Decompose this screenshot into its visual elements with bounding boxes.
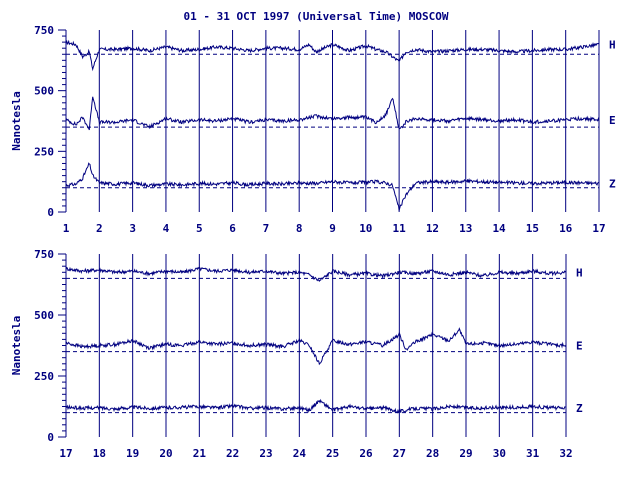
y-tick-label: 0 [47, 431, 54, 444]
x-tick-label: 19 [126, 447, 139, 460]
series-label-e: E [576, 340, 583, 353]
y-tick-label: 500 [34, 85, 54, 98]
x-tick-label: 6 [229, 222, 236, 235]
x-tick-label: 16 [559, 222, 573, 235]
x-tick-label: 18 [93, 447, 106, 460]
chart-title: 01 - 31 OCT 1997 (Universal Time) MOSCOW [184, 10, 449, 23]
x-tick-label: 17 [59, 447, 72, 460]
series-line-z [65, 162, 600, 211]
series-label-z: Z [576, 402, 583, 415]
x-tick-label: 24 [293, 447, 307, 460]
x-tick-label: 20 [159, 447, 172, 460]
series-label-h: H [609, 39, 616, 52]
x-tick-label: 15 [526, 222, 539, 235]
y-tick-label: 250 [34, 370, 54, 383]
y-axis-title: Nanotesla [10, 91, 23, 151]
x-tick-label: 2 [96, 222, 103, 235]
x-tick-label: 3 [129, 222, 136, 235]
x-tick-label: 13 [459, 222, 472, 235]
x-tick-label: 1 [63, 222, 70, 235]
series-line-h [65, 39, 600, 72]
x-tick-label: 17 [592, 222, 605, 235]
x-tick-label: 12 [426, 222, 439, 235]
panel-bottom: 17 18 19 20 21 22 23 24 25 26 27 28 29 30 31 32 0 250 500 7… [10, 248, 583, 460]
y-tick-label: 0 [47, 206, 54, 219]
x-tick-label: 8 [296, 222, 303, 235]
y-tick-label: 750 [34, 248, 54, 261]
x-tick-label: 32 [559, 447, 572, 460]
x-tick-label: 31 [526, 447, 540, 460]
y-tick-label: 500 [34, 309, 54, 322]
x-tick-label: 11 [393, 222, 407, 235]
x-tick-label: 10 [359, 222, 372, 235]
x-tick-label: 26 [359, 447, 373, 460]
series-label-e: E [609, 114, 616, 127]
y-tick-label: 750 [34, 24, 54, 37]
x-tick-label: 4 [163, 222, 170, 235]
x-tick-label: 23 [259, 447, 272, 460]
y-tick-label: 250 [34, 145, 54, 158]
x-tick-label: 9 [329, 222, 336, 235]
y-axis-title: Nanotesla [10, 316, 23, 376]
series-line-z [65, 398, 567, 414]
x-tick-label: 5 [196, 222, 203, 235]
x-tick-label: 28 [426, 447, 439, 460]
x-tick-label: 25 [326, 447, 339, 460]
x-tick-label: 7 [263, 222, 270, 235]
series-label-z: Z [609, 177, 616, 190]
panel-top: 1 2 3 4 5 6 7 8 9 10 11 12 13 14 15 16 170250500750Nanot… [10, 24, 616, 235]
x-tick-label: 29 [459, 447, 472, 460]
x-tick-label: 22 [226, 447, 239, 460]
series-line-h [65, 266, 567, 282]
series-line-e [65, 96, 600, 131]
x-tick-label: 27 [393, 447, 406, 460]
x-tick-label: 14 [492, 222, 506, 235]
x-tick-label: 30 [493, 447, 506, 460]
x-tick-label: 21 [193, 447, 207, 460]
series-line-e [65, 327, 567, 366]
series-label-h: H [576, 266, 583, 279]
